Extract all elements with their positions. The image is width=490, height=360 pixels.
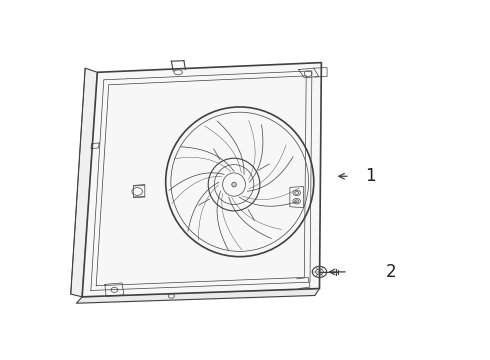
Ellipse shape xyxy=(232,182,236,187)
Text: 1: 1 xyxy=(365,167,376,185)
Polygon shape xyxy=(82,63,321,297)
Polygon shape xyxy=(71,68,98,297)
Text: 2: 2 xyxy=(386,263,396,281)
Polygon shape xyxy=(76,288,319,303)
